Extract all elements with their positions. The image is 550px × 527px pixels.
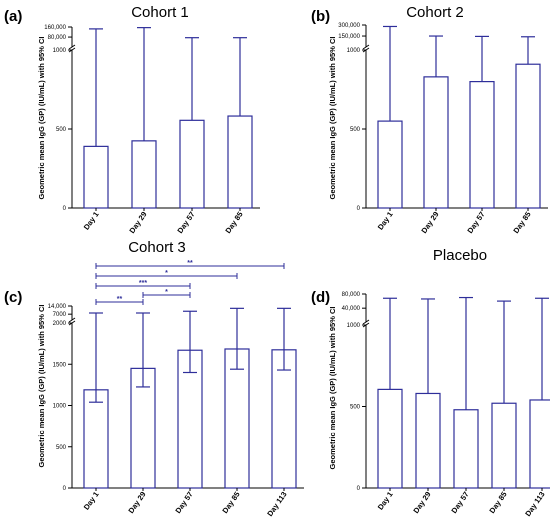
bar bbox=[491, 402, 517, 489]
significance-label: * bbox=[165, 270, 168, 277]
x-tick-label: Day 57 bbox=[173, 490, 194, 515]
chart-title: Cohort 2 bbox=[406, 4, 464, 21]
y-tick-label: 1000 bbox=[53, 404, 67, 410]
significance-label: * bbox=[165, 289, 168, 296]
significance-label: *** bbox=[139, 280, 147, 287]
bar bbox=[415, 392, 441, 489]
x-tick-label: Day 113 bbox=[265, 490, 288, 518]
x-tick-label: Day 57 bbox=[175, 210, 196, 235]
y-tick-label: 14,000 bbox=[48, 304, 67, 310]
chart-title: Placebo bbox=[433, 247, 487, 264]
bar bbox=[131, 140, 157, 209]
x-tick-label: Day 29 bbox=[127, 210, 148, 235]
chart-title: Cohort 3 bbox=[128, 239, 186, 256]
significance-label: ** bbox=[117, 296, 123, 303]
y-tick-label: 1000 bbox=[53, 48, 67, 54]
chart-panel-2: (b) Cohort 2 Geometric mean IgG (GP) (IU/m… bbox=[311, 4, 548, 235]
x-tick-label: Day 113 bbox=[523, 490, 546, 518]
x-tick-label: Day 85 bbox=[511, 210, 532, 235]
bar bbox=[227, 115, 253, 209]
x-tick-label: Day 85 bbox=[223, 210, 244, 235]
chart-panel-1: (a) Cohort 1 Geometric mean IgG (GP) (IU/m… bbox=[4, 4, 260, 235]
chart-panel-3: (c) Cohort 3 Geometric mean IgG (GP) (IU/m… bbox=[4, 239, 304, 518]
axis-break-mark bbox=[68, 317, 76, 323]
x-tick-label: Day 85 bbox=[487, 490, 508, 515]
x-tick-label: Day 57 bbox=[449, 490, 470, 515]
bar bbox=[130, 367, 156, 489]
x-tick-label: Day 1 bbox=[376, 490, 395, 512]
x-tick-label: Day 57 bbox=[465, 210, 486, 235]
bar bbox=[179, 119, 205, 209]
significance-label: ** bbox=[187, 260, 193, 267]
y-tick-label: 300,000 bbox=[338, 23, 360, 29]
x-tick-label: Day 29 bbox=[411, 490, 432, 515]
y-axis-label: Geometric mean IgG (GP) (IU/mL) with 95%… bbox=[37, 37, 46, 200]
x-tick-label: Day 1 bbox=[82, 210, 101, 232]
y-tick-label: 7000 bbox=[53, 312, 67, 318]
bar bbox=[515, 63, 541, 209]
bar bbox=[377, 388, 403, 489]
panel-letter: (d) bbox=[311, 289, 330, 306]
y-axis-label: Geometric mean IgG (GP) (IU/mL) with 95%… bbox=[328, 37, 337, 200]
bar bbox=[83, 389, 109, 489]
y-axis-label: Geometric mean IgG (GP) (IU/mL) with 95%… bbox=[328, 307, 337, 470]
y-tick-label: 1500 bbox=[53, 362, 67, 368]
x-tick-label: Day 1 bbox=[376, 210, 395, 232]
y-tick-label: 80,000 bbox=[48, 35, 67, 41]
bar bbox=[83, 145, 109, 209]
bar bbox=[529, 399, 550, 489]
bar bbox=[377, 120, 403, 209]
y-tick-label: 500 bbox=[56, 445, 67, 451]
panel-letter: (b) bbox=[311, 8, 330, 25]
axis-break-mark bbox=[68, 44, 76, 50]
x-tick-label: Day 29 bbox=[126, 490, 147, 515]
panel-letter: (c) bbox=[4, 289, 22, 306]
y-tick-label: 500 bbox=[350, 405, 361, 411]
y-tick-label: 0 bbox=[63, 486, 67, 492]
panel-letter: (a) bbox=[4, 8, 22, 25]
bar bbox=[224, 348, 250, 489]
y-tick-label: 40,000 bbox=[342, 306, 361, 312]
y-tick-label: 0 bbox=[357, 486, 361, 492]
axis-break-mark bbox=[362, 44, 370, 50]
y-tick-label: 1000 bbox=[347, 48, 361, 54]
x-tick-label: Day 1 bbox=[82, 490, 101, 512]
bar bbox=[469, 80, 495, 209]
bar bbox=[423, 76, 449, 209]
y-tick-label: 2000 bbox=[53, 321, 67, 327]
axis-break-mark bbox=[362, 319, 370, 325]
y-tick-label: 500 bbox=[56, 127, 67, 133]
y-tick-label: 80,000 bbox=[342, 292, 361, 298]
y-tick-label: 150,000 bbox=[338, 34, 360, 40]
y-tick-label: 500 bbox=[350, 127, 361, 133]
x-tick-label: Day 29 bbox=[419, 210, 440, 235]
x-tick-label: Day 85 bbox=[220, 490, 241, 515]
chart-title: Cohort 1 bbox=[131, 4, 189, 21]
y-tick-label: 0 bbox=[357, 206, 361, 212]
bar bbox=[453, 409, 479, 489]
y-tick-label: 0 bbox=[63, 206, 67, 212]
y-tick-label: 160,000 bbox=[44, 25, 66, 31]
chart-panel-4: (d) Placebo Geometric mean IgG (GP) (IU/mL… bbox=[311, 247, 550, 518]
y-axis-label: Geometric mean IgG (GP) (IU/mL) with 95%… bbox=[37, 305, 46, 468]
y-tick-label: 1000 bbox=[347, 323, 361, 329]
